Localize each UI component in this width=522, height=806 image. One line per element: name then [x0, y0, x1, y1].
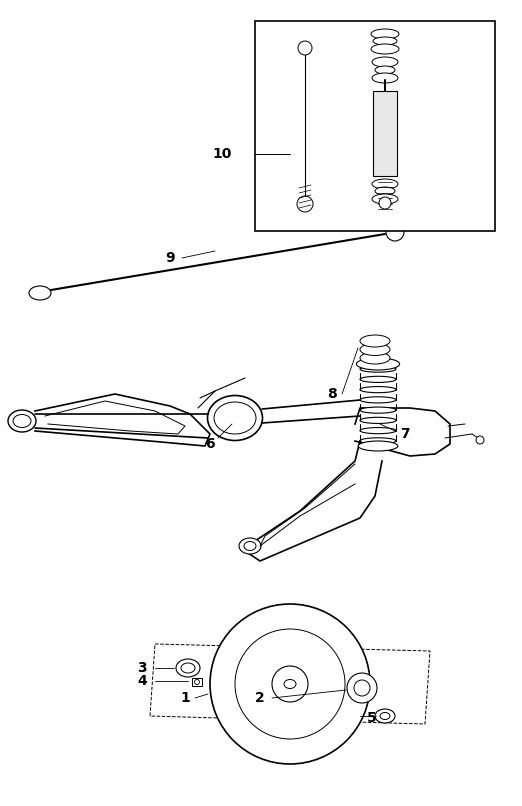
Ellipse shape [239, 538, 261, 554]
Ellipse shape [360, 335, 390, 347]
Circle shape [354, 680, 370, 696]
Circle shape [386, 223, 404, 241]
Ellipse shape [372, 179, 398, 189]
Text: 4: 4 [137, 674, 147, 688]
Text: 1: 1 [180, 691, 190, 705]
Ellipse shape [360, 407, 396, 413]
Circle shape [379, 197, 391, 209]
Ellipse shape [284, 679, 296, 688]
Circle shape [195, 679, 199, 684]
Ellipse shape [360, 397, 396, 403]
Ellipse shape [358, 441, 398, 451]
Ellipse shape [373, 37, 397, 45]
Ellipse shape [360, 438, 396, 444]
Ellipse shape [360, 352, 390, 364]
Ellipse shape [372, 73, 398, 83]
Polygon shape [35, 394, 210, 446]
Ellipse shape [181, 663, 195, 673]
Circle shape [235, 629, 345, 739]
Ellipse shape [375, 66, 395, 74]
Ellipse shape [360, 427, 396, 434]
Text: 3: 3 [137, 661, 147, 675]
Text: 8: 8 [327, 387, 337, 401]
Circle shape [272, 666, 308, 702]
Ellipse shape [208, 396, 263, 441]
Ellipse shape [13, 414, 31, 427]
Circle shape [210, 604, 370, 764]
Ellipse shape [371, 29, 399, 39]
Text: 7: 7 [400, 427, 410, 441]
Ellipse shape [360, 343, 390, 355]
Text: 10: 10 [212, 147, 232, 161]
Circle shape [476, 436, 484, 444]
Ellipse shape [372, 194, 398, 204]
Circle shape [297, 196, 313, 212]
Text: 5: 5 [367, 711, 377, 725]
Ellipse shape [371, 44, 399, 54]
Bar [192, 678, 202, 686]
Ellipse shape [360, 366, 396, 372]
Ellipse shape [214, 402, 256, 434]
Ellipse shape [380, 713, 390, 720]
Ellipse shape [372, 57, 398, 67]
Ellipse shape [8, 410, 36, 432]
Polygon shape [150, 644, 430, 724]
Text: 9: 9 [165, 251, 175, 265]
Bar [255, 21, 495, 231]
Bar [373, 91, 397, 176]
Ellipse shape [29, 286, 51, 300]
Polygon shape [245, 441, 382, 561]
Circle shape [347, 673, 377, 703]
Ellipse shape [375, 709, 395, 723]
Text: 6: 6 [205, 437, 215, 451]
Ellipse shape [360, 376, 396, 383]
Ellipse shape [176, 659, 200, 677]
Ellipse shape [360, 387, 396, 393]
Ellipse shape [360, 418, 396, 423]
Ellipse shape [375, 187, 395, 195]
Ellipse shape [244, 542, 256, 550]
Polygon shape [355, 408, 450, 456]
Ellipse shape [357, 358, 400, 370]
Text: 2: 2 [255, 691, 265, 705]
Circle shape [298, 41, 312, 55]
